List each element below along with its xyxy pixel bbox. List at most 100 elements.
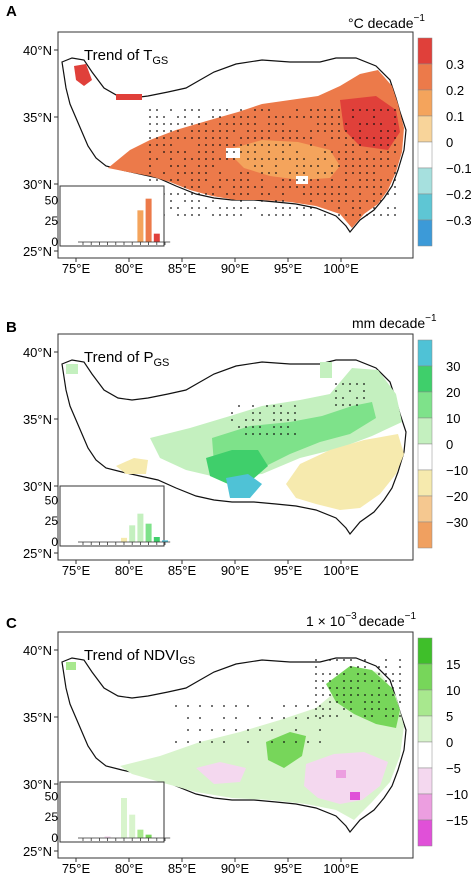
lon-tick-label: 75°E	[62, 261, 91, 276]
stipple-dot	[280, 426, 282, 428]
colorbar-tick-label: 10	[446, 683, 460, 698]
stipple-dot	[275, 158, 277, 160]
stipple-dot	[261, 214, 263, 216]
inset-bar	[129, 814, 136, 838]
stipple-dot	[385, 680, 387, 682]
stipple-dot	[191, 137, 193, 139]
stipple-dot	[170, 200, 172, 202]
stipple-dot	[212, 186, 214, 188]
stipple-dot	[373, 123, 375, 125]
stipple-dot	[177, 116, 179, 118]
stipple-dot	[336, 673, 338, 675]
lon-tick-label: 85°E	[168, 563, 197, 578]
inset-y-label: 25	[45, 514, 59, 528]
stipple-dot	[356, 404, 358, 406]
stipple-dot	[226, 123, 228, 125]
stipple-dot	[373, 200, 375, 202]
stipple-dot	[371, 715, 373, 717]
stipple-dot	[254, 144, 256, 146]
map-title: Trend of PGS	[84, 349, 169, 369]
stipple-dot	[223, 741, 225, 743]
stipple-dot	[331, 179, 333, 181]
stipple-dot	[170, 130, 172, 132]
lon-tick-label: 95°E	[274, 261, 303, 276]
stipple-dot	[317, 172, 319, 174]
stipple-dot	[177, 130, 179, 132]
stipple-dot	[399, 715, 401, 717]
stipple-dot	[198, 200, 200, 202]
stipple-dot	[282, 123, 284, 125]
stipple-dot	[205, 144, 207, 146]
stipple-dot	[191, 200, 193, 202]
stipple-dot	[266, 405, 268, 407]
stipple-dot	[156, 144, 158, 146]
stipple-dot	[254, 165, 256, 167]
stipple-dot	[259, 426, 261, 428]
lat-tick-label: 40°N	[23, 43, 52, 58]
stipple-dot	[240, 109, 242, 111]
stipple-dot	[373, 193, 375, 195]
stipple-dot	[338, 165, 340, 167]
stipple-dot	[350, 701, 352, 703]
stipple-dot	[349, 383, 351, 385]
stipple-dot	[177, 172, 179, 174]
stipple-dot	[359, 130, 361, 132]
stipple-dot	[392, 687, 394, 689]
stipple-dot	[247, 705, 249, 707]
stipple-dot	[163, 123, 165, 125]
stipple-dot	[343, 694, 345, 696]
lon-tick-label: 80°E	[115, 261, 144, 276]
stipple-dot	[223, 717, 225, 719]
stipple-dot	[373, 214, 375, 216]
stipple-dot	[289, 186, 291, 188]
stipple-dot	[259, 412, 261, 414]
stipple-dot	[352, 137, 354, 139]
stipple-dot	[219, 158, 221, 160]
stipple-dot	[366, 186, 368, 188]
stipple-dot	[184, 200, 186, 202]
stipple-dot	[319, 741, 321, 743]
stipple-dot	[366, 172, 368, 174]
inset-bar	[129, 525, 136, 542]
stipple-dot	[170, 144, 172, 146]
stipple-dot	[219, 179, 221, 181]
colorbar-tick-label: 0.3	[446, 57, 464, 72]
stipple-dot	[271, 717, 273, 719]
stipple-dot	[378, 701, 380, 703]
colorbar-segment	[417, 365, 433, 393]
stipple-dot	[317, 179, 319, 181]
stipple-dot	[198, 123, 200, 125]
stipple-dot	[296, 130, 298, 132]
stipple-dot	[259, 729, 261, 731]
stipple-dot	[380, 179, 382, 181]
stipple-dot	[149, 172, 151, 174]
lon-tick-label: 95°E	[274, 563, 303, 578]
stipple-dot	[226, 158, 228, 160]
no-data-patch	[296, 176, 308, 184]
significance-stipple	[335, 383, 365, 406]
stipple-dot	[191, 214, 193, 216]
stipple-dot	[296, 151, 298, 153]
stipple-dot	[380, 186, 382, 188]
panel-letter: A	[6, 3, 17, 20]
no-data-patch	[226, 148, 240, 158]
lon-tick-label: 100°E	[323, 861, 359, 876]
stipple-dot	[315, 694, 317, 696]
stipple-dot	[310, 165, 312, 167]
stipple-dot	[359, 165, 361, 167]
stipple-dot	[387, 193, 389, 195]
stipple-dot	[399, 666, 401, 668]
warming-patch	[116, 94, 142, 100]
stipple-dot	[336, 701, 338, 703]
stipple-dot	[275, 123, 277, 125]
stipple-dot	[387, 207, 389, 209]
stipple-dot	[149, 151, 151, 153]
stipple-dot	[350, 694, 352, 696]
trend-map: Trend of TGS	[61, 47, 407, 234]
stipple-dot	[380, 109, 382, 111]
stipple-dot	[198, 179, 200, 181]
stipple-dot	[205, 207, 207, 209]
lon-tick-label: 100°E	[323, 563, 359, 578]
stipple-dot	[240, 193, 242, 195]
stipple-dot	[303, 186, 305, 188]
